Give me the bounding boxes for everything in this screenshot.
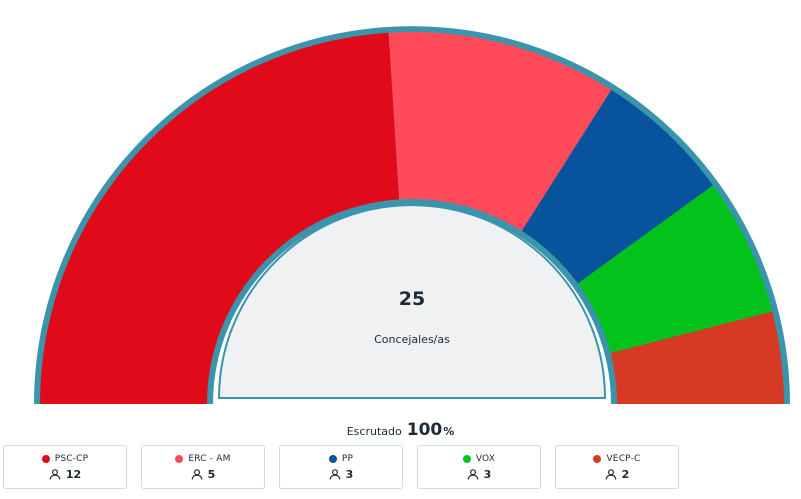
person-icon — [605, 468, 617, 480]
person-icon — [191, 468, 203, 480]
seat-count: 12 — [65, 467, 82, 481]
person-icon — [49, 468, 61, 480]
party-card[interactable]: VOX 3 — [417, 445, 541, 489]
party-color-dot — [175, 454, 184, 463]
slice-psc-cp[interactable] — [40, 32, 400, 404]
party-header: PSC-CP — [41, 453, 89, 464]
slice-erc-am[interactable] — [388, 32, 612, 231]
party-name: VOX — [475, 453, 496, 464]
party-name: VECP-C — [606, 453, 641, 464]
party-color-dot — [593, 454, 602, 463]
seat-count: 5 — [207, 467, 216, 481]
party-header: PP — [328, 453, 354, 464]
party-card[interactable]: ERC - AM 5 — [141, 445, 265, 489]
party-header: VECP-C — [593, 454, 640, 464]
slice-vox[interactable] — [577, 185, 773, 354]
total-seats-label: Concejales/as — [374, 333, 450, 346]
person-icon — [329, 468, 341, 480]
party-color-dot — [462, 454, 471, 463]
slice-pp[interactable] — [521, 89, 713, 284]
party-seats: 2 — [605, 467, 630, 481]
party-seats: 3 — [467, 467, 492, 481]
person-icon — [467, 468, 479, 480]
party-legend: PSC-CP 12 ERC - AM 5 PP 3 VOX 3 VECP-C 2 — [3, 445, 679, 489]
party-seats: 5 — [191, 467, 216, 481]
scrutiny-indicator: Escrutado 100 % — [0, 420, 801, 446]
inner-panel — [217, 204, 607, 399]
slice-vecp-c[interactable] — [610, 311, 784, 404]
scrutiny-label: Escrutado — [346, 425, 402, 438]
party-card[interactable]: PP 3 — [279, 445, 403, 489]
scrutiny-value: 100 — [406, 420, 443, 440]
party-color-dot — [41, 454, 50, 463]
seat-count: 2 — [621, 467, 630, 481]
total-seats-value: 25 — [399, 288, 425, 310]
seat-count: 3 — [345, 467, 354, 481]
scrutiny-unit: % — [443, 425, 455, 438]
hemicycle-chart: 25 Concejales/as — [34, 26, 790, 404]
party-name: PSC-CP — [54, 453, 89, 464]
party-card[interactable]: VECP-C 2 — [555, 445, 679, 489]
party-header: ERC - AM — [175, 454, 230, 464]
party-card[interactable]: PSC-CP 12 — [3, 445, 127, 489]
seat-count: 3 — [483, 467, 492, 481]
party-name: ERC - AM — [188, 453, 231, 464]
party-name: PP — [341, 453, 354, 464]
party-seats: 3 — [329, 467, 354, 481]
party-color-dot — [328, 454, 337, 463]
party-seats: 12 — [49, 468, 81, 481]
party-header: VOX — [462, 453, 496, 464]
